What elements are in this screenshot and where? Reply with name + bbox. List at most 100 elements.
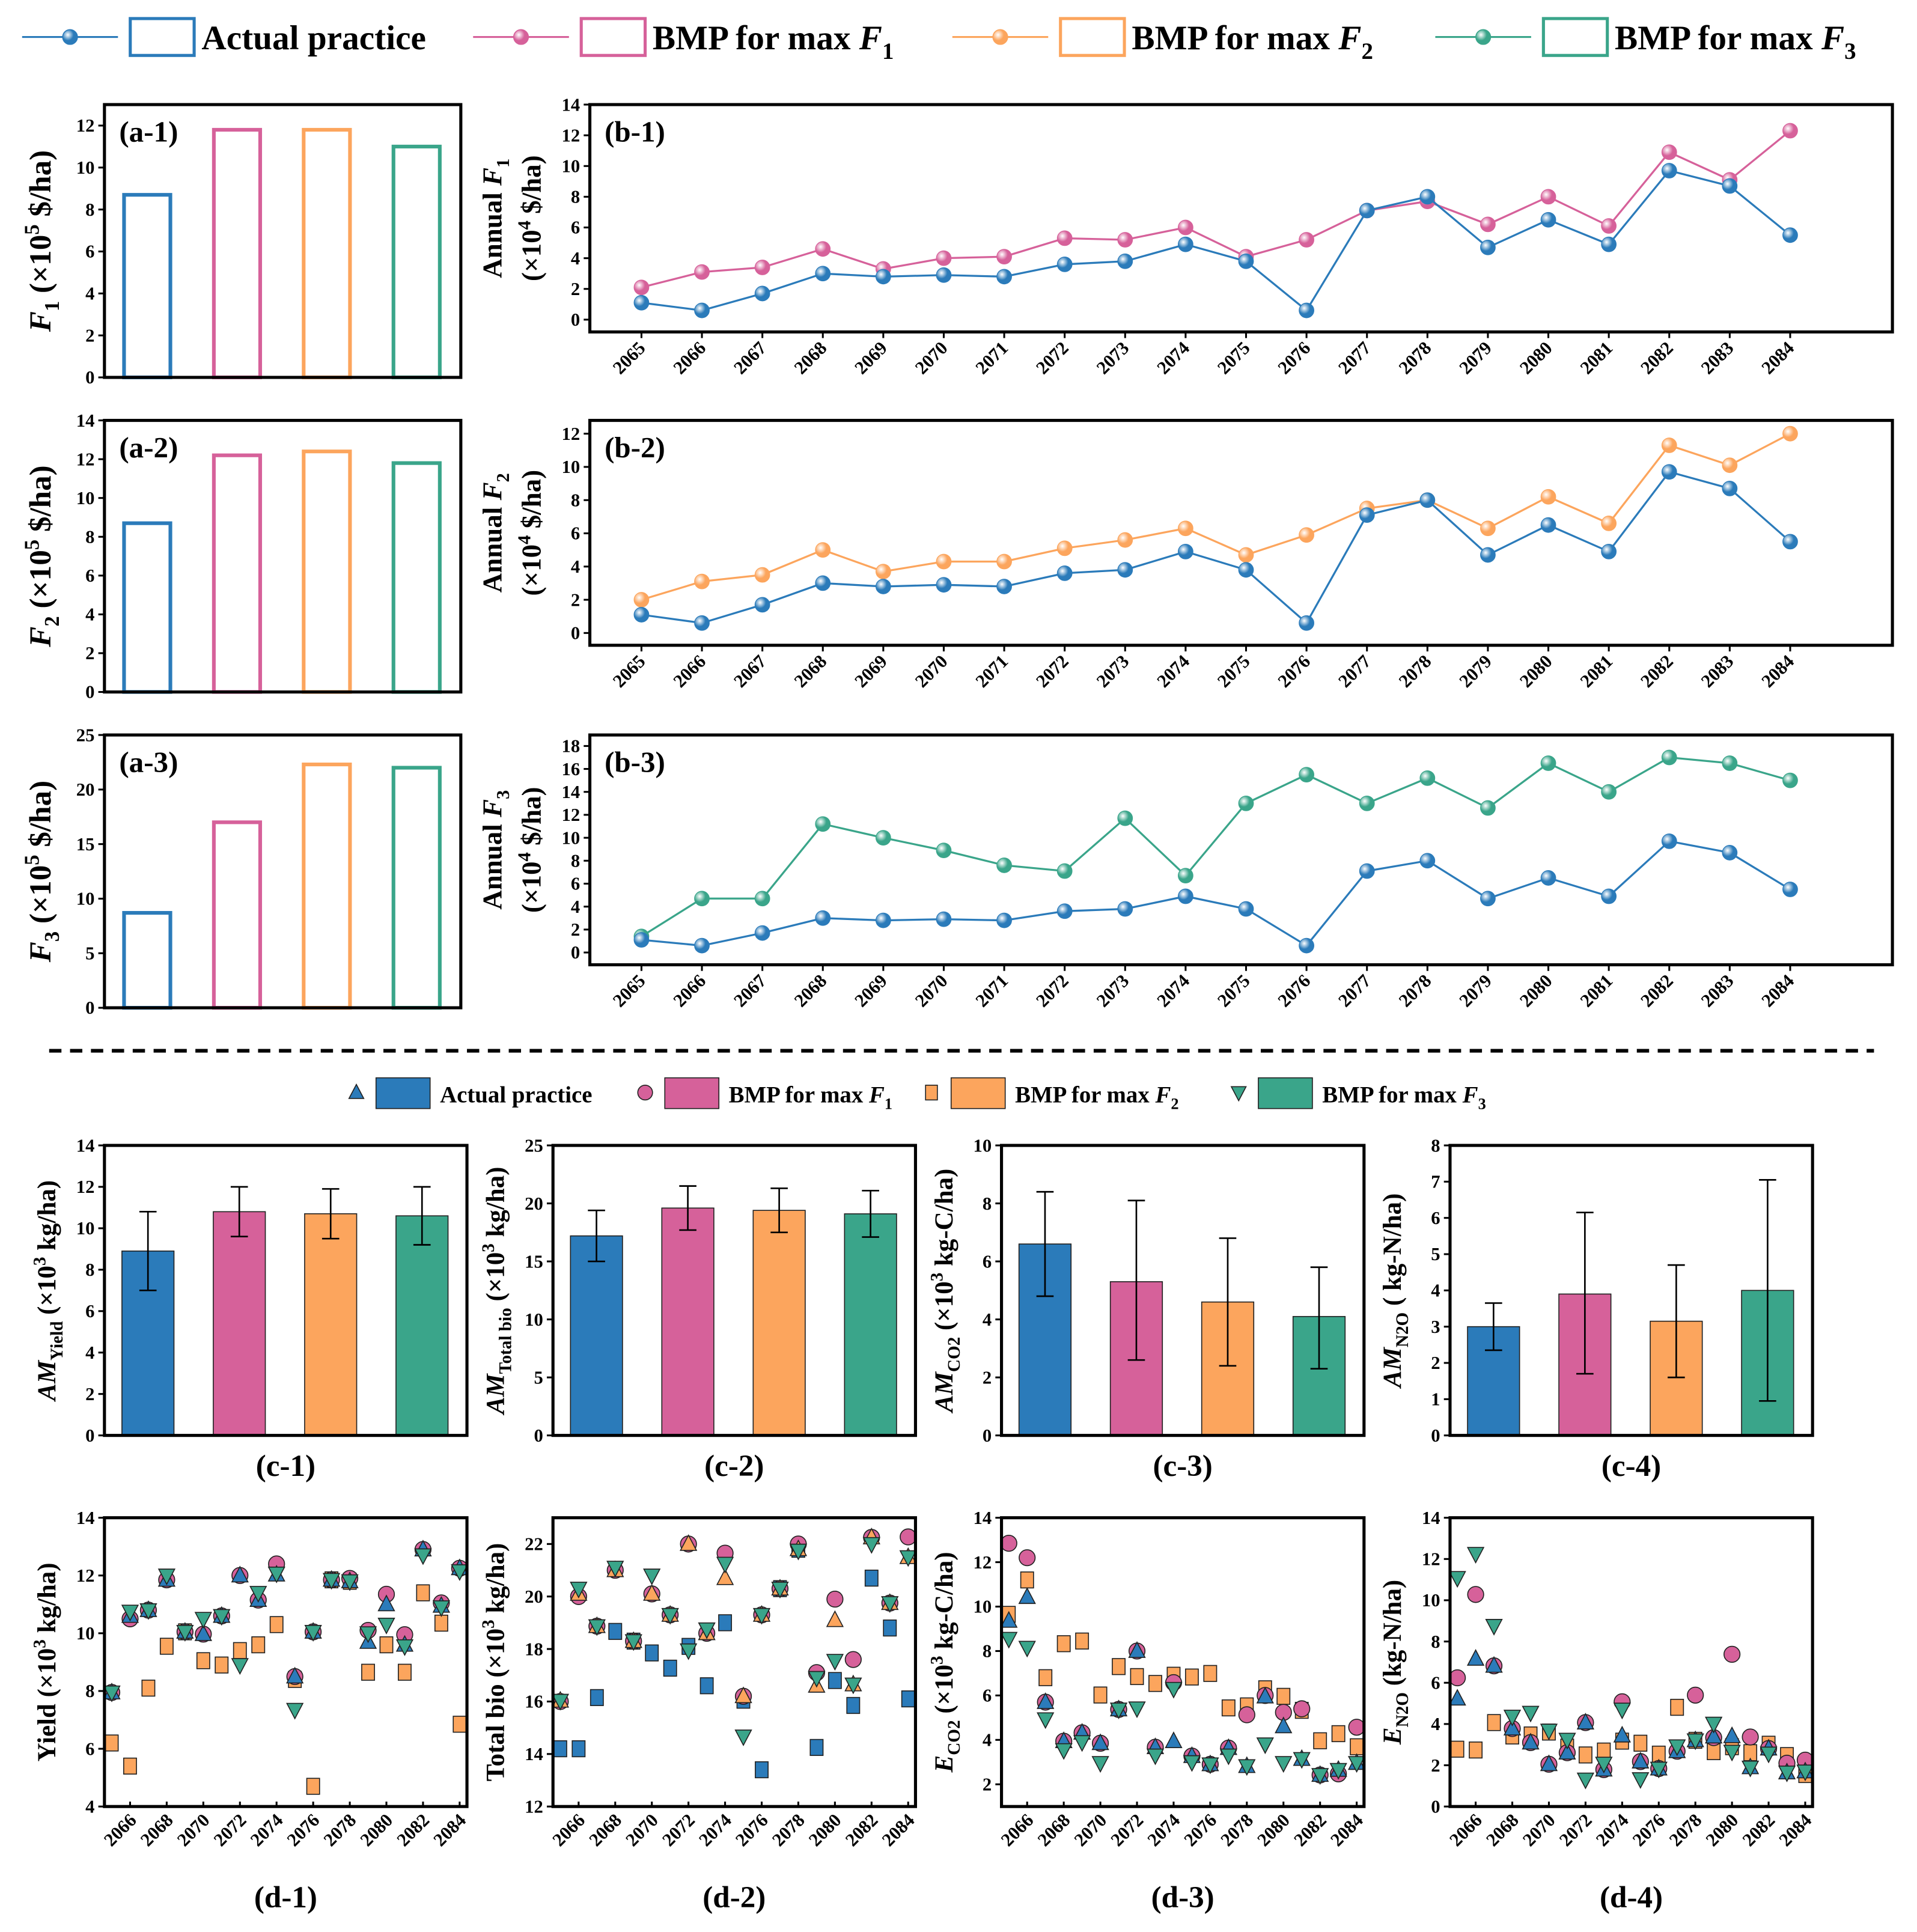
- data-point: [1722, 457, 1738, 474]
- x-tick-label: 2081: [1576, 971, 1617, 1011]
- data-point: [1299, 767, 1314, 783]
- x-tick-label: 2080: [1516, 971, 1556, 1011]
- data-point: [1741, 1760, 1760, 1778]
- legend-label-part: 1: [885, 1094, 892, 1112]
- x-tick-label: 2080: [1516, 338, 1556, 378]
- y-axis-label-part: 2: [40, 616, 64, 626]
- data-point: [1522, 1705, 1540, 1723]
- data-point: [608, 1623, 623, 1640]
- panel-label: (b-3): [605, 745, 665, 778]
- data-point: [1165, 1681, 1183, 1699]
- series-f1: [1449, 1586, 1814, 1778]
- panel-label: (c-2): [704, 1449, 764, 1483]
- data-point: [215, 1656, 229, 1674]
- y-axis-label-part: N2O: [1393, 1692, 1412, 1727]
- x-tick-label: 2080: [805, 1810, 845, 1850]
- y-axis-label-part: 3: [40, 931, 64, 942]
- data-point: [699, 1677, 714, 1695]
- y-tick-label: 16: [562, 759, 581, 779]
- data-point: [1601, 516, 1617, 531]
- x-tick-label: 2066: [669, 971, 710, 1011]
- y-tick-label: 15: [76, 834, 95, 855]
- y-tick-label: 1: [1431, 1389, 1440, 1410]
- data-point: [1540, 1754, 1558, 1772]
- data-point: [754, 260, 770, 275]
- y-tick-label: 0: [571, 942, 580, 963]
- y-axis-label-part: kg-C/ha): [930, 1169, 958, 1273]
- y-tick-label: 2: [571, 590, 580, 610]
- panel-label: (b-2): [605, 431, 665, 464]
- data-point: [1782, 425, 1798, 442]
- x-tick-label: 2074: [1592, 1810, 1632, 1850]
- series-line: [641, 756, 1791, 937]
- bar-actual: [570, 1235, 623, 1436]
- data-point: [1299, 527, 1314, 543]
- x-tick-label: 2084: [1758, 651, 1798, 691]
- x-tick-label: 2070: [1070, 1810, 1111, 1850]
- data-point: [844, 1677, 862, 1695]
- data-point: [1275, 1756, 1293, 1773]
- data-point: [936, 843, 952, 859]
- x-tick-label: 2074: [1153, 971, 1193, 1011]
- data-point: [1091, 1756, 1109, 1773]
- y-tick-label: 14: [1422, 1508, 1440, 1528]
- x-tick-label: 2076: [1274, 338, 1314, 378]
- data-point: [875, 269, 891, 285]
- data-point: [1632, 1751, 1650, 1769]
- y-tick-label: 6: [983, 1251, 992, 1272]
- y-tick-label: 25: [76, 725, 95, 745]
- data-point: [1601, 544, 1617, 559]
- data-point: [996, 912, 1012, 928]
- y-axis-label: Yield (×103 kg/ha): [31, 1562, 61, 1761]
- plot-frame: [103, 103, 463, 379]
- data-point: [159, 1638, 174, 1655]
- x-tick-label: 2083: [1697, 651, 1737, 691]
- bar-f2: [302, 763, 352, 1010]
- x-tick-label: 2084: [1758, 971, 1798, 1011]
- y-tick-label: 0: [571, 309, 580, 330]
- data-point: [1722, 178, 1738, 194]
- legend-marker-icon: [992, 29, 1008, 45]
- data-point: [755, 1761, 769, 1779]
- bar-f1: [212, 127, 263, 380]
- data-point: [1661, 144, 1677, 160]
- legend-label-part: 3: [1478, 1094, 1486, 1112]
- data-point: [1632, 1772, 1650, 1789]
- data-point: [194, 1624, 212, 1641]
- data-point: [1782, 772, 1798, 788]
- x-tick-label: 2072: [210, 1810, 250, 1850]
- data-point: [1238, 901, 1254, 917]
- data-point: [286, 1666, 304, 1684]
- y-tick-label: 0: [571, 623, 580, 644]
- y-axis-label-part: (kg-N/ha): [1379, 1580, 1407, 1692]
- data-point: [875, 579, 891, 594]
- y-tick-label: 8: [1431, 1135, 1440, 1156]
- data-point: [1480, 239, 1496, 255]
- y-tick-label: 14: [76, 1508, 95, 1528]
- data-point: [451, 1564, 469, 1581]
- data-point: [1419, 770, 1436, 786]
- data-point: [754, 567, 770, 583]
- data-point: [1760, 1746, 1778, 1764]
- legend-label-part: Actual practice: [440, 1082, 592, 1108]
- y-tick-label: 6: [85, 242, 94, 262]
- plot-frame: [588, 103, 1894, 334]
- y-axis-label-part: Yield: [47, 1321, 67, 1361]
- y-axis-label-part: AM: [33, 1359, 61, 1403]
- series-line: [641, 433, 1791, 601]
- data-point: [694, 937, 710, 954]
- data-point: [1601, 888, 1617, 904]
- y-axis-label-part: E: [930, 1755, 958, 1773]
- panel-d-1: 4 6 8 10 12 14 Yield (×103 kg/ha) (d-1) 20662068…: [31, 1508, 470, 1915]
- y-tick-label: 10: [562, 457, 581, 477]
- y-tick-label: 12: [76, 1565, 95, 1586]
- data-point: [1293, 1700, 1311, 1717]
- data-point: [1480, 891, 1496, 907]
- legend-marker-icon: [348, 1083, 365, 1099]
- series-f2: [1002, 1571, 1364, 1755]
- data-point: [633, 592, 650, 608]
- data-point: [1540, 489, 1556, 505]
- y-tick-label: 14: [76, 410, 95, 431]
